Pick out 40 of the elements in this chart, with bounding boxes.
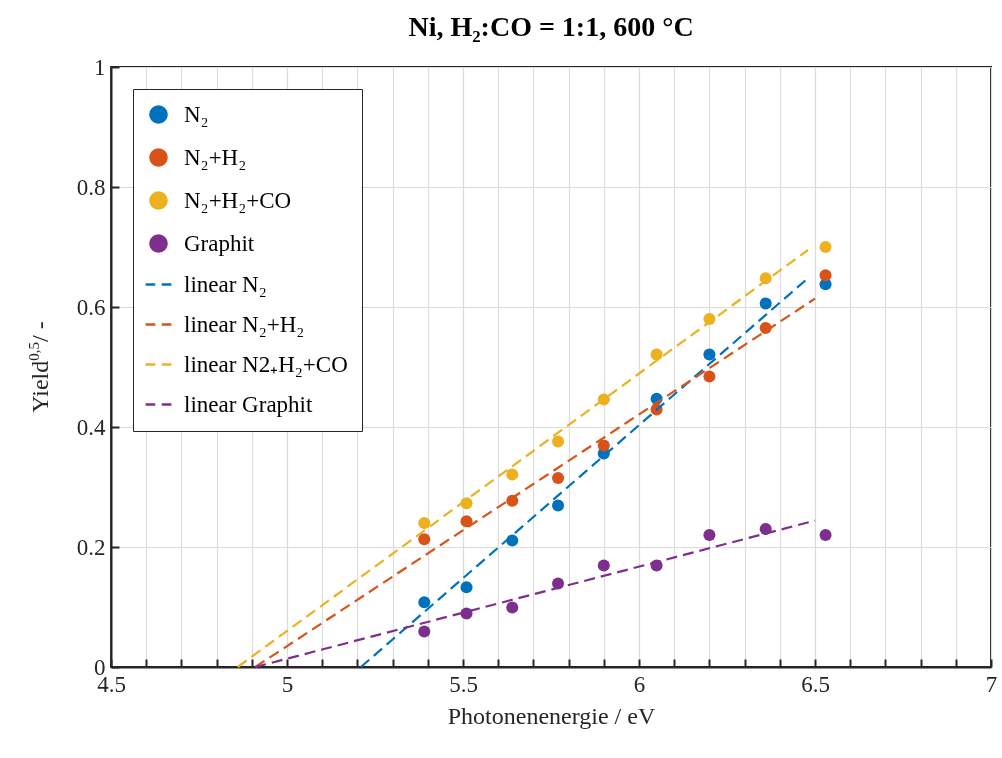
y-tick-label: 0.4 [76, 414, 106, 440]
y-tick-label: 0.8 [76, 174, 106, 200]
point [552, 435, 565, 448]
point [506, 468, 519, 481]
point [759, 297, 772, 310]
y-tick-label: 0.6 [76, 294, 106, 320]
point [703, 528, 716, 542]
point [703, 348, 716, 361]
point [552, 471, 565, 485]
x-tick-label: 5 [281, 671, 294, 697]
legend-label: N₂+H₂ [184, 144, 247, 170]
point [703, 370, 716, 383]
legend-label: linear Graphit [184, 391, 313, 417]
chart-title: Ni, H₂:CO = 1:1, 600 °C [408, 11, 694, 42]
point [418, 516, 431, 530]
legend-label: Graphit [184, 230, 255, 256]
legend-label: N₂ [184, 101, 209, 127]
point [819, 240, 832, 254]
point [418, 533, 431, 546]
legend-label: linear N2₊H₂+CO [184, 351, 348, 377]
point [552, 499, 565, 512]
point [597, 559, 610, 572]
x-axis-title: Photonenenergie / eV [447, 702, 656, 729]
x-tick-label: 7 [985, 671, 998, 697]
legend-label: linear N₂+H₂ [184, 311, 305, 337]
point [460, 581, 473, 594]
point [506, 601, 519, 614]
y-tick-label: 1 [94, 54, 106, 80]
point [650, 348, 663, 361]
x-tick-label: 5.5 [449, 671, 478, 697]
point [418, 625, 431, 638]
point [819, 269, 832, 282]
point [418, 596, 431, 609]
point [597, 439, 610, 452]
x-tick-label: 6.5 [801, 671, 830, 697]
legend-label: N₂+H₂+CO [184, 187, 292, 213]
point [819, 528, 832, 542]
legend-label: linear N₂ [184, 271, 267, 297]
x-tick-label: 6 [633, 671, 646, 697]
y-tick-label: 0.2 [76, 534, 106, 560]
